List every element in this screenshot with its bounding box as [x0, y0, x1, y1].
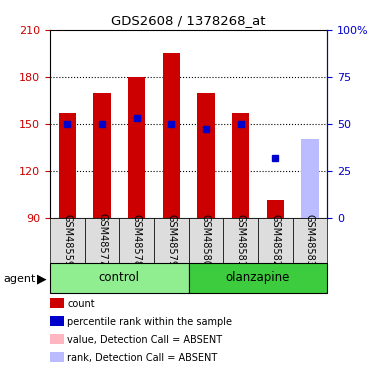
Bar: [128, 77, 145, 218]
Text: ▶: ▶: [37, 273, 46, 286]
Text: GSM48581: GSM48581: [236, 214, 246, 266]
Bar: [232, 113, 249, 218]
FancyBboxPatch shape: [154, 217, 189, 262]
Text: olanzapine: olanzapine: [226, 271, 290, 284]
FancyBboxPatch shape: [119, 217, 154, 262]
FancyBboxPatch shape: [189, 262, 327, 292]
Text: GSM48578: GSM48578: [132, 213, 142, 267]
Text: rank, Detection Call = ABSENT: rank, Detection Call = ABSENT: [67, 353, 218, 363]
FancyBboxPatch shape: [50, 217, 85, 262]
Text: GSM48583: GSM48583: [305, 214, 315, 266]
Bar: [93, 93, 111, 218]
Text: agent: agent: [4, 274, 36, 284]
Text: GSM48559: GSM48559: [62, 213, 72, 267]
FancyBboxPatch shape: [189, 217, 223, 262]
Text: value, Detection Call = ABSENT: value, Detection Call = ABSENT: [67, 335, 223, 345]
Text: GSM48579: GSM48579: [166, 213, 176, 267]
Text: GSM48580: GSM48580: [201, 214, 211, 266]
Text: count: count: [67, 299, 95, 309]
Text: control: control: [99, 271, 140, 284]
Bar: [301, 140, 318, 218]
Bar: [59, 113, 76, 218]
Title: GDS2608 / 1378268_at: GDS2608 / 1378268_at: [111, 15, 266, 27]
Bar: [266, 200, 284, 217]
Bar: [301, 144, 318, 218]
Bar: [162, 54, 180, 217]
FancyBboxPatch shape: [293, 217, 327, 262]
Bar: [197, 93, 215, 218]
FancyBboxPatch shape: [50, 262, 189, 292]
Text: GSM48582: GSM48582: [270, 213, 280, 267]
Text: percentile rank within the sample: percentile rank within the sample: [67, 317, 233, 327]
FancyBboxPatch shape: [223, 217, 258, 262]
FancyBboxPatch shape: [85, 217, 119, 262]
FancyBboxPatch shape: [258, 217, 293, 262]
Text: GSM48577: GSM48577: [97, 213, 107, 267]
